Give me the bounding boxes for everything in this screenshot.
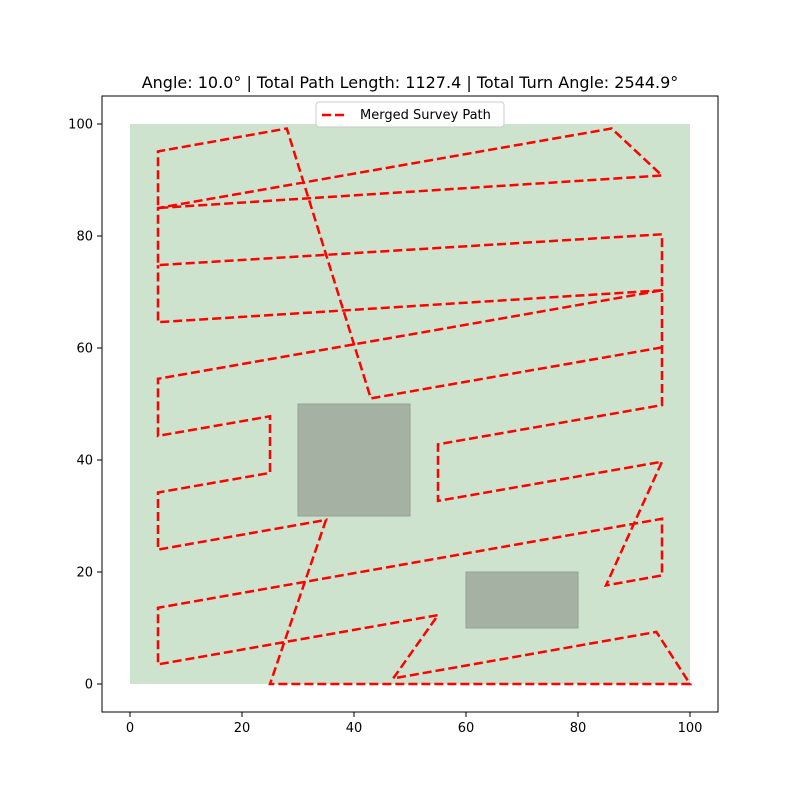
x-tick-label: 60 xyxy=(458,721,475,736)
legend: Merged Survey Path xyxy=(315,101,505,128)
y-tick-label: 60 xyxy=(76,342,93,357)
x-tick-label: 0 xyxy=(126,721,134,736)
y-tick-label: 0 xyxy=(85,678,93,693)
y-tick-label: 20 xyxy=(76,566,93,581)
axes-frame xyxy=(101,95,719,713)
y-tick-label: 100 xyxy=(68,118,93,133)
chart-title: Angle: 10.0° | Total Path Length: 1127.4… xyxy=(142,73,679,92)
y-axis: 0 20 40 60 80 100 xyxy=(68,118,102,693)
obstacle-2 xyxy=(465,571,579,629)
x-axis: 0 20 40 60 80 100 xyxy=(126,712,703,736)
survey-path-series-2 xyxy=(156,127,665,400)
plot-area xyxy=(130,124,693,686)
legend-label: Merged Survey Path xyxy=(360,108,491,123)
x-tick-label: 100 xyxy=(678,721,703,736)
y-tick-label: 40 xyxy=(76,454,93,469)
x-tick-label: 40 xyxy=(346,721,363,736)
obstacle-1 xyxy=(297,403,411,517)
x-tick-label: 20 xyxy=(234,721,251,736)
legend-box xyxy=(315,101,505,128)
survey-path-series-1 xyxy=(156,288,693,686)
y-tick-label: 80 xyxy=(76,230,93,245)
x-tick-label: 80 xyxy=(570,721,587,736)
